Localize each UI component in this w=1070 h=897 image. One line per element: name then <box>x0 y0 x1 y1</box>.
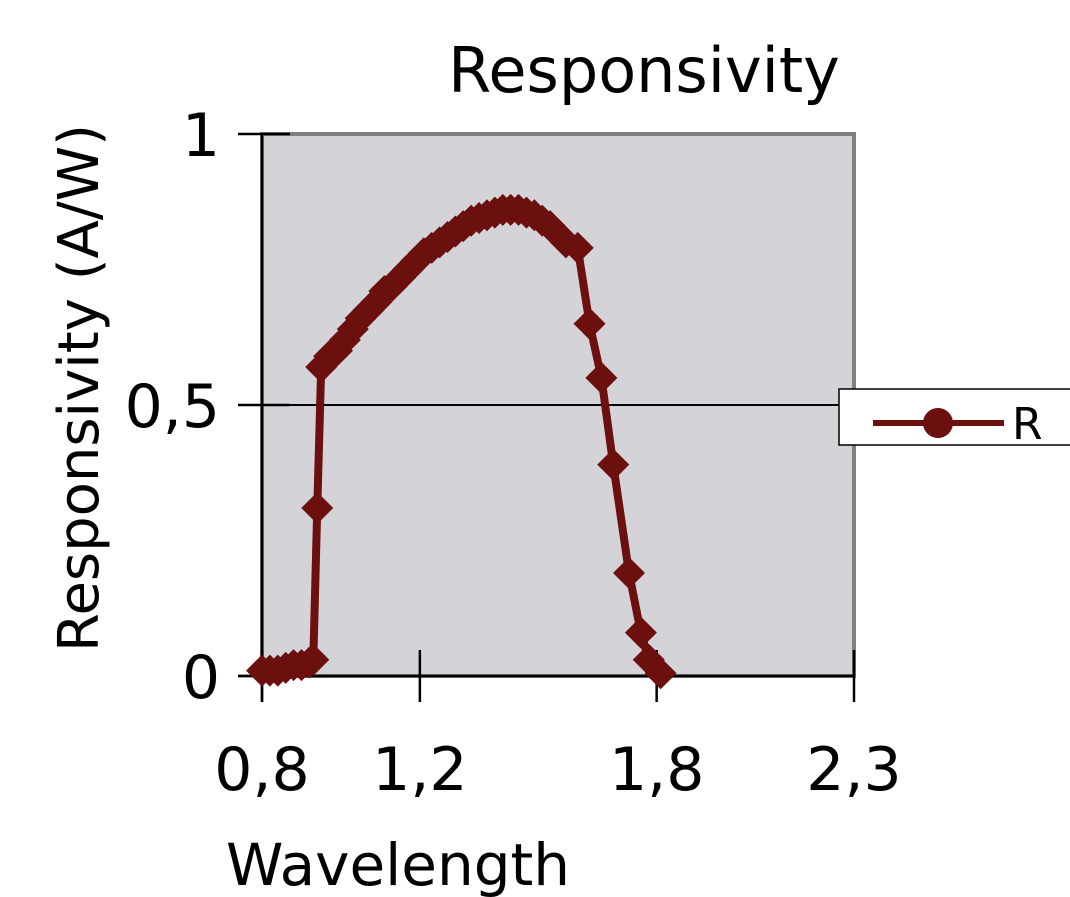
data-point <box>644 657 677 690</box>
data-point <box>597 448 630 481</box>
y-tick-label: 0 <box>182 643 220 713</box>
y-axis-title: Responsivity (A/W) <box>47 124 112 652</box>
data-point <box>613 557 646 590</box>
axes <box>238 134 854 702</box>
data-point <box>301 491 334 524</box>
tick-labels: 0 0,5 1 0,8 1,2 1,8 2,3 <box>125 101 902 805</box>
legend-box <box>838 388 1070 446</box>
chart-title: Responsivity <box>448 34 840 107</box>
data-point <box>297 643 330 676</box>
legend-marker <box>923 408 953 438</box>
data-point <box>561 231 594 264</box>
data-point <box>585 361 618 394</box>
x-axis-title: Wavelength <box>226 831 570 897</box>
y-tick-label: 1 <box>182 101 220 171</box>
x-tick-label: 2,3 <box>806 735 901 805</box>
legend: R <box>838 388 1070 450</box>
y-tick-label: 0,5 <box>125 372 220 442</box>
x-tick-label: 1,2 <box>372 735 467 805</box>
data-point <box>624 616 657 649</box>
x-tick-label: 1,8 <box>609 735 704 805</box>
data-point <box>573 307 606 340</box>
x-tick-label: 0,8 <box>214 735 309 805</box>
legend-label: R <box>1012 399 1043 450</box>
series-group <box>246 193 677 690</box>
